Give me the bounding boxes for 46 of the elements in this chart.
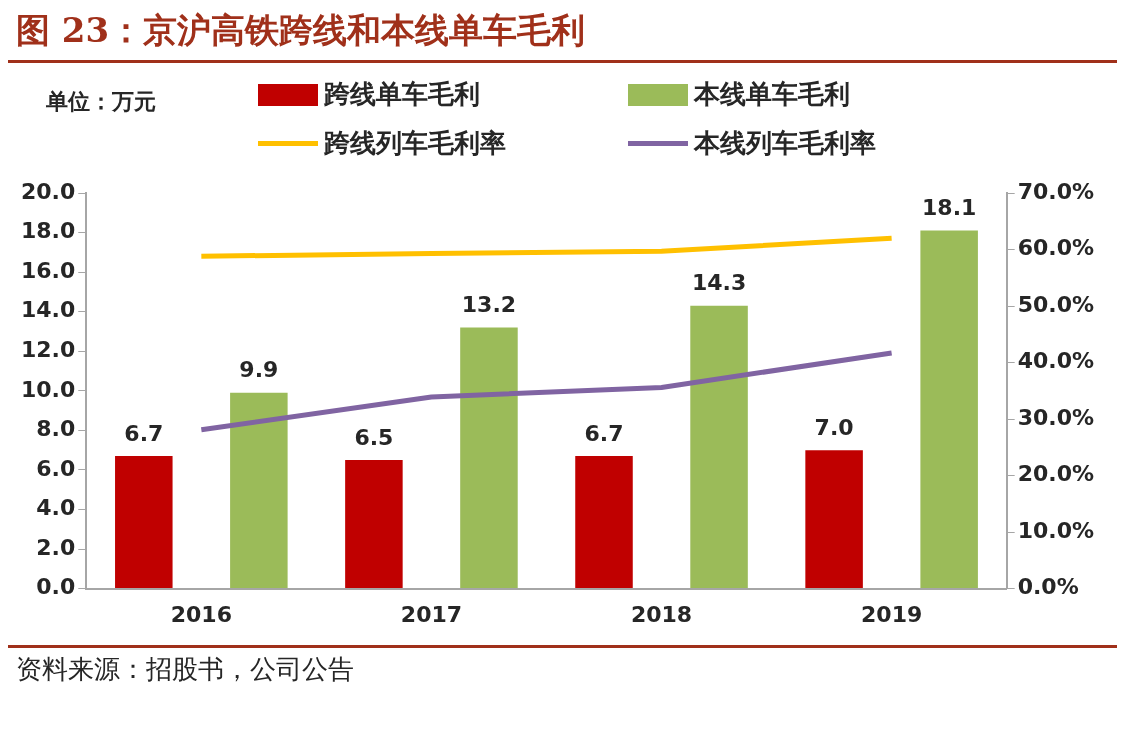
y-tick-label: 16.0 (21, 257, 76, 283)
y-tick-label: 8.0 (36, 416, 76, 442)
y-tick-label: 10.0 (21, 376, 76, 402)
data-label: 6.5 (354, 424, 394, 450)
y-tick-label: 2.0 (36, 534, 76, 560)
x-tick-label: 2017 (400, 601, 463, 627)
bar (575, 456, 633, 589)
y2-tick-label: 20.0% (1017, 461, 1094, 487)
bar (805, 450, 863, 589)
y2-tick-label: 0.0% (1017, 574, 1079, 600)
y-tick-label: 18.0 (21, 218, 76, 244)
x-tick-label: 2016 (170, 601, 232, 627)
bar (115, 456, 173, 589)
y2-tick-label: 60.0% (1017, 235, 1094, 261)
chart-title: 图 23：京沪高铁跨线和本线单车毛利 (15, 9, 587, 52)
data-label: 6.7 (124, 420, 164, 446)
y-axis-title: 单位：万元 (46, 88, 156, 116)
legend-label: 本线单车毛利 (694, 78, 850, 111)
y-tick-label: 12.0 (21, 336, 76, 362)
y-tick-label: 14.0 (21, 297, 76, 323)
bar (345, 460, 403, 589)
data-label: 6.7 (584, 420, 624, 446)
text: 资料来源：招股书，公司公告 (15, 653, 355, 686)
x-tick-label: 2019 (861, 601, 923, 627)
legend-label: 本线列车毛利率 (694, 127, 876, 160)
bar (690, 305, 748, 589)
legend-label: 跨线单车毛利 (324, 78, 480, 111)
data-label: 7.0 (814, 414, 854, 440)
data-label: 9.9 (239, 357, 279, 383)
bar (230, 392, 288, 589)
y2-tick-label: 10.0% (1017, 517, 1094, 543)
y2-tick-label: 40.0% (1017, 348, 1094, 374)
y2-tick-label: 30.0% (1017, 404, 1094, 430)
bar (460, 327, 518, 589)
data-label: 13.2 (461, 292, 517, 318)
y2-tick-label: 70.0% (1017, 178, 1094, 204)
y-tick-label: 20.0 (21, 178, 76, 204)
legend-label: 跨线列车毛利率 (324, 127, 506, 160)
y-tick-label: 6.0 (36, 455, 76, 481)
y-tick-label: 4.0 (36, 495, 76, 521)
data-label: 14.3 (691, 270, 747, 296)
x-tick-label: 2018 (630, 601, 693, 627)
data-label: 18.1 (922, 195, 977, 221)
y2-tick-label: 50.0% (1017, 291, 1094, 317)
y-tick-label: 0.0 (36, 574, 76, 600)
bar (920, 230, 978, 589)
